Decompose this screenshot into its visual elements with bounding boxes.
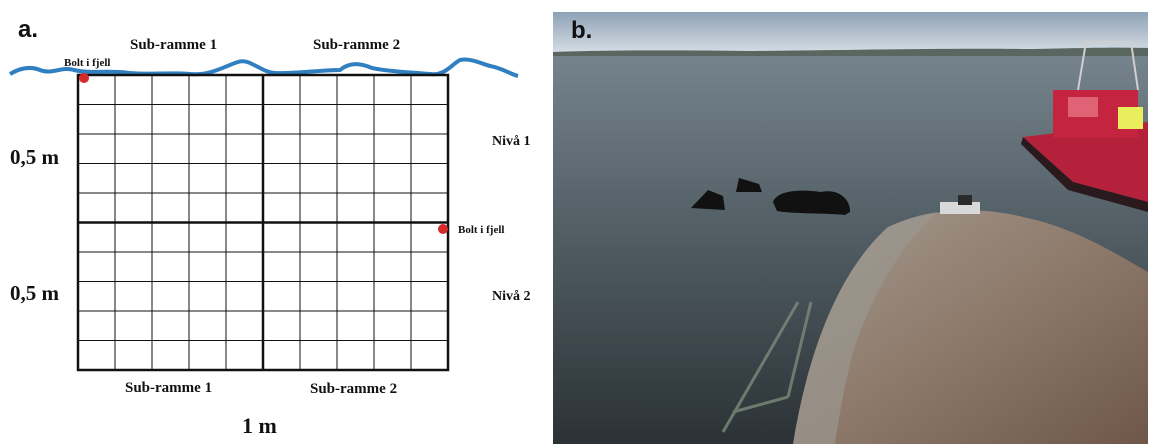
boat <box>1021 41 1148 212</box>
buoys <box>691 178 851 215</box>
logger-case <box>958 195 972 205</box>
water-line <box>8 57 519 78</box>
submerged-frame <box>721 301 813 433</box>
panel-b-letter: b. <box>571 17 592 44</box>
bottom-sub-frame-1-label: Sub-ramme 1 <box>125 380 212 396</box>
bolt-marker-top <box>79 73 89 83</box>
bolt-right-label: Bolt i fjell <box>458 224 504 236</box>
distant-shoreline <box>553 47 1148 56</box>
level-2-label: Nivå 2 <box>492 289 531 304</box>
width-label: 1 m <box>242 413 277 438</box>
level-1-label: Nivå 1 <box>492 134 531 149</box>
height-bottom-label: 0,5 m <box>10 281 60 305</box>
field-photo: b. <box>553 12 1148 444</box>
quadrat-diagram: a. Sub-ramme 1 Sub-ramme 2 Bolt i fjell … <box>8 16 531 438</box>
frame-grid <box>76 73 450 372</box>
rock-edge <box>793 212 938 444</box>
top-sub-frame-1-label: Sub-ramme 1 <box>130 37 217 53</box>
sky <box>553 12 1148 54</box>
panel-a-letter: a. <box>18 16 38 43</box>
bolt-top-label: Bolt i fjell <box>64 57 110 69</box>
bolt-marker-right <box>438 224 448 234</box>
top-sub-frame-2-label: Sub-ramme 2 <box>313 37 400 53</box>
height-top-label: 0,5 m <box>10 145 60 169</box>
bottom-sub-frame-2-label: Sub-ramme 2 <box>310 381 397 397</box>
